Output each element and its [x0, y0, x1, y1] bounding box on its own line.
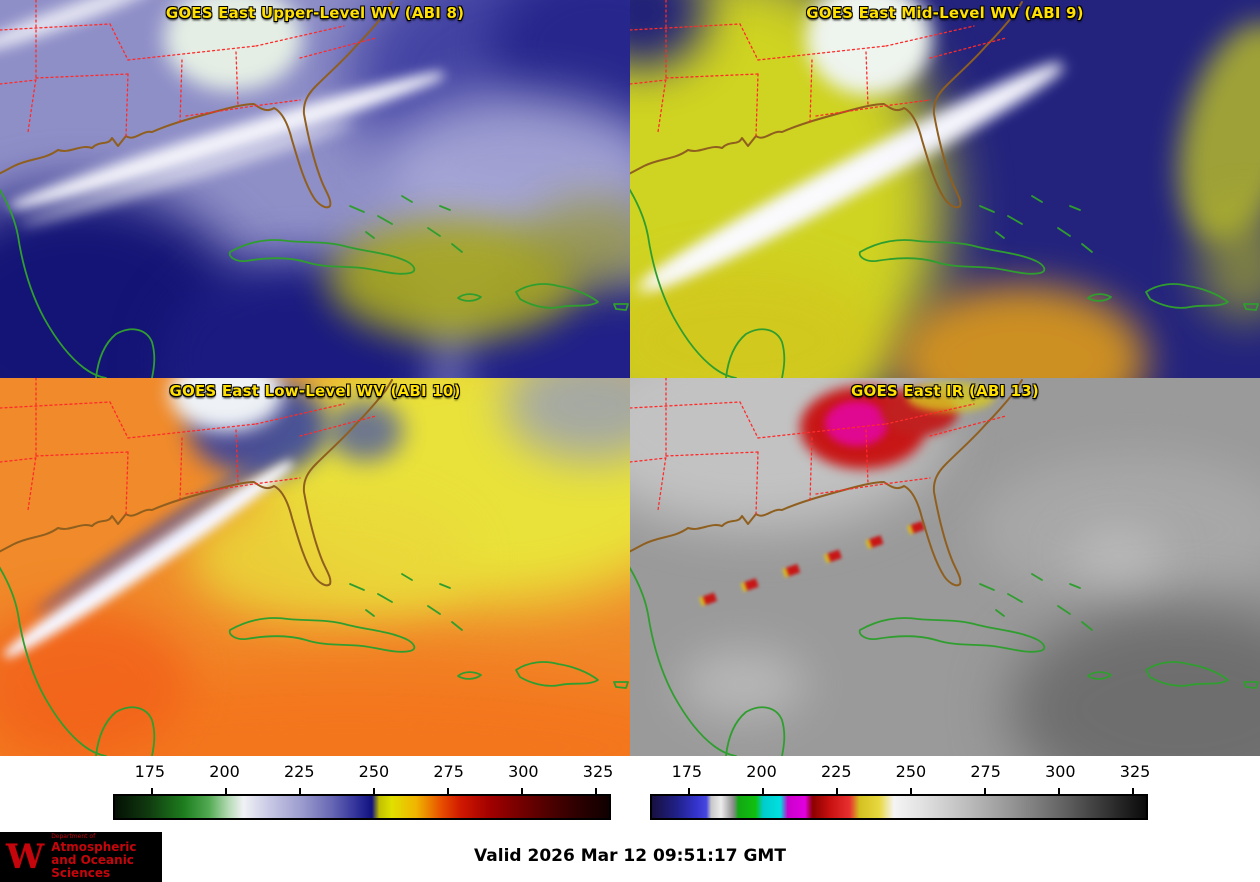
tick-label: 225: [283, 762, 315, 781]
tick-mark: [224, 788, 227, 796]
panel-mid-level-wv: GOES East Mid-Level WV (ABI 9): [630, 0, 1260, 378]
tick-label: 225: [820, 762, 852, 781]
panel-title: GOES East Low-Level WV (ABI 10): [169, 382, 461, 400]
tick-mark: [595, 788, 598, 796]
wv-colorbar: 175 200 225 250 275 300 325: [113, 762, 614, 820]
tick-mark: [298, 788, 301, 796]
wv-low-field: [0, 378, 630, 756]
cloud-blob: [1071, 529, 1166, 583]
moisture-streak: [17, 115, 354, 232]
tick-label: 275: [433, 762, 464, 781]
tick-mark: [372, 788, 375, 796]
department-line: Department of: [51, 832, 96, 840]
squall-line: [686, 516, 940, 612]
department-line: Atmospheric: [51, 839, 137, 854]
tick-mark: [835, 788, 838, 796]
cloud-blob: [680, 650, 807, 719]
wv-mid-field: [630, 0, 1260, 378]
uw-aos-logo: W Department of Atmospheric and Oceanic …: [0, 832, 162, 882]
tick-label: 300: [508, 762, 539, 781]
tick-label: 200: [209, 762, 240, 781]
footer: W Department of Atmospheric and Oceanic …: [0, 830, 1260, 882]
panel-title: GOES East Mid-Level WV (ABI 9): [806, 4, 1084, 22]
tick-mark: [687, 788, 690, 796]
ir-field: [630, 378, 1260, 756]
ir-colorbar-gradient: [650, 788, 1148, 820]
panel-title: GOES East Upper-Level WV (ABI 8): [165, 4, 465, 22]
tick-mark: [521, 788, 524, 796]
panel-upper-level-wv: GOES East Upper-Level WV (ABI 8): [0, 0, 630, 378]
tick-mark: [446, 788, 449, 796]
uw-crest-icon: W: [6, 837, 45, 877]
panel-infrared: GOES East IR (ABI 13): [630, 378, 1260, 756]
tick-label: 250: [895, 762, 927, 781]
tick-mark: [1132, 788, 1135, 796]
department-name: Department of Atmospheric and Oceanic Sc…: [51, 832, 156, 880]
storm-cloud-blob: [327, 400, 404, 462]
ir-colorbar-labels: 175 200 225 250 275 300 325: [650, 762, 1151, 786]
panel-title: GOES East IR (ABI 13): [850, 382, 1039, 400]
valid-time-label: Valid 2026 Mar 12 09:51:17 GMT: [474, 846, 786, 866]
tick-mark: [983, 788, 986, 796]
colorbar-row: 175 200 225 250 275 300 325 175 20: [0, 756, 1260, 830]
wv-colorbar-labels: 175 200 225 250 275 300 325: [113, 762, 614, 786]
tick-mark: [150, 788, 153, 796]
wv-upper-field: [0, 0, 630, 378]
tick-label: 175: [671, 762, 703, 781]
tick-mark: [761, 788, 764, 796]
ir-colorbar: 175 200 225 250 275 300 325: [650, 762, 1151, 820]
tick-label: 200: [746, 762, 777, 781]
tick-label: 275: [970, 762, 1001, 781]
tick-label: 325: [582, 762, 614, 781]
department-line: and Oceanic Sciences: [51, 852, 134, 880]
tick-label: 325: [1119, 762, 1151, 781]
tick-label: 250: [358, 762, 390, 781]
cold-cloud-top-blob: [825, 400, 889, 447]
wv-colorbar-gradient: [113, 788, 611, 820]
tick-label: 175: [134, 762, 166, 781]
panel-grid: GOES East Upper-Level WV (ABI 8) GOES Ea…: [0, 0, 1260, 756]
panel-low-level-wv: GOES East Low-Level WV (ABI 10): [0, 378, 630, 756]
tick-mark: [909, 788, 912, 796]
tick-mark: [1058, 788, 1061, 796]
cloud-blob: [894, 283, 1147, 378]
cloud-blob: [1008, 604, 1260, 756]
tick-label: 300: [1045, 762, 1076, 781]
